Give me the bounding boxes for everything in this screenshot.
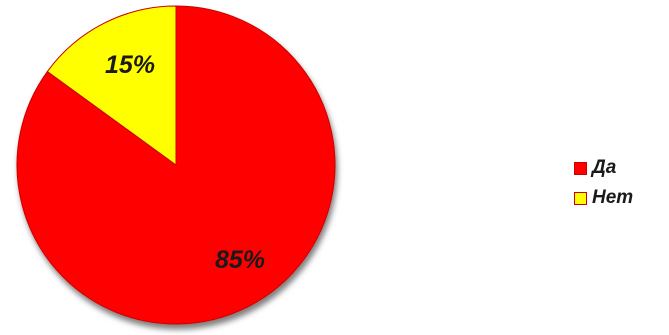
legend-label-no: Нет xyxy=(592,187,634,208)
legend-swatch-yes xyxy=(574,161,587,175)
legend: Да Нет xyxy=(574,158,633,218)
legend-item-no: Нет xyxy=(574,188,633,208)
legend-item-yes: Да xyxy=(574,158,633,178)
slice-label-no: 15% xyxy=(105,51,155,79)
slice-label-yes: 85% xyxy=(215,246,265,274)
pie-slice-no xyxy=(46,5,177,166)
legend-swatch-no xyxy=(574,191,587,205)
legend-label-yes: Да xyxy=(592,157,617,178)
